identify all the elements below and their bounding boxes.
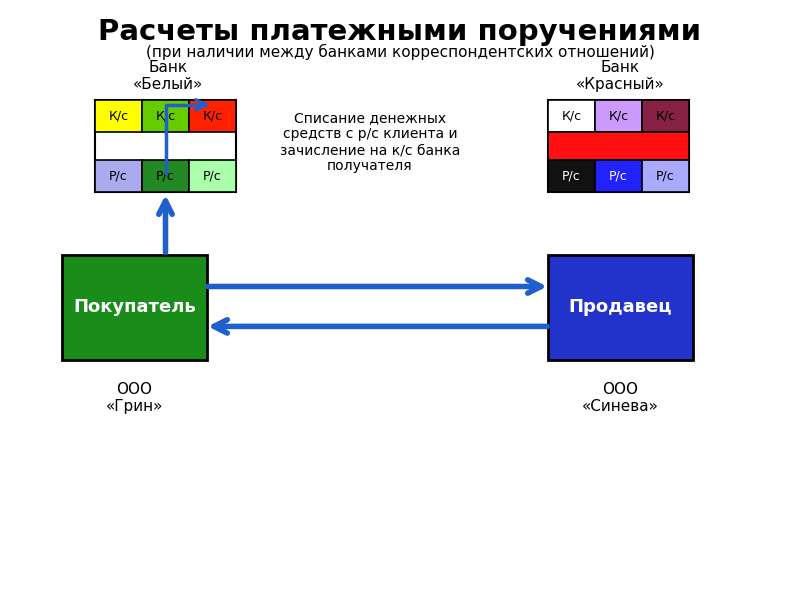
FancyBboxPatch shape	[142, 160, 189, 192]
FancyBboxPatch shape	[95, 160, 142, 192]
FancyBboxPatch shape	[548, 100, 595, 132]
Text: Банк
«Красный»: Банк «Красный»	[576, 60, 664, 92]
FancyBboxPatch shape	[95, 100, 142, 132]
Text: Р/с: Р/с	[656, 169, 675, 182]
Text: К/с: К/с	[609, 109, 629, 122]
Text: Р/с: Р/с	[609, 169, 628, 182]
Text: Банк
«Белый»: Банк «Белый»	[133, 60, 203, 92]
Text: ООО
«Грин»: ООО «Грин»	[106, 382, 163, 414]
Text: Продавец: Продавец	[569, 298, 672, 317]
FancyBboxPatch shape	[595, 100, 642, 132]
FancyBboxPatch shape	[548, 132, 689, 160]
Text: К/с: К/с	[562, 109, 582, 122]
Text: К/с: К/с	[109, 109, 129, 122]
FancyBboxPatch shape	[189, 100, 236, 132]
Text: Р/с: Р/с	[562, 169, 581, 182]
FancyBboxPatch shape	[548, 100, 689, 192]
FancyBboxPatch shape	[142, 100, 189, 132]
Text: (при наличии между банками корреспондентских отношений): (при наличии между банками корреспондент…	[146, 44, 654, 60]
Text: К/с: К/с	[155, 109, 175, 122]
FancyBboxPatch shape	[62, 255, 207, 360]
FancyBboxPatch shape	[95, 100, 236, 192]
Text: Покупатель: Покупатель	[73, 298, 196, 317]
Text: К/с: К/с	[655, 109, 675, 122]
FancyBboxPatch shape	[189, 160, 236, 192]
Text: ООО
«Синева»: ООО «Синева»	[582, 382, 659, 414]
Text: Р/с: Р/с	[156, 169, 175, 182]
FancyBboxPatch shape	[642, 100, 689, 132]
Text: Р/с: Р/с	[203, 169, 222, 182]
FancyBboxPatch shape	[548, 255, 693, 360]
Text: Р/с: Р/с	[109, 169, 128, 182]
FancyBboxPatch shape	[595, 160, 642, 192]
FancyBboxPatch shape	[548, 160, 595, 192]
Text: Списание денежных
средств с р/с клиента и
зачисление на к/с банка
получателя: Списание денежных средств с р/с клиента …	[280, 110, 460, 173]
FancyBboxPatch shape	[642, 160, 689, 192]
Text: Расчеты платежными поручениями: Расчеты платежными поручениями	[98, 18, 702, 46]
Text: К/с: К/с	[202, 109, 222, 122]
